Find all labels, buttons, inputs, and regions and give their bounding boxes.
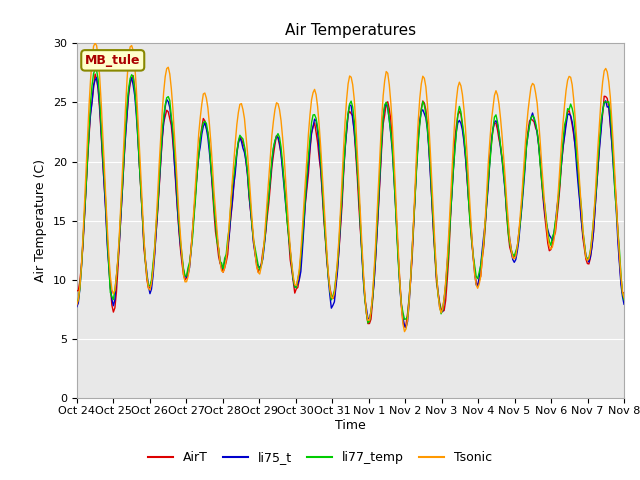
Tsonic (237, 101, 245, 107)
Line: Tsonic: Tsonic (77, 43, 624, 332)
AirT (265, 200, 273, 206)
Legend: AirT, li75_t, li77_temp, Tsonic: AirT, li75_t, li77_temp, Tsonic (143, 446, 497, 469)
li75_t (314, 129, 321, 134)
li75_t (73, 304, 81, 310)
li75_t (620, 301, 628, 307)
Tsonic (92, 40, 99, 46)
li75_t (593, 183, 600, 189)
li77_temp (314, 124, 321, 130)
AirT (73, 288, 81, 294)
Tsonic (401, 329, 408, 335)
li77_temp (73, 300, 81, 306)
Tsonic (593, 168, 600, 174)
Tsonic (314, 104, 321, 109)
li75_t (141, 257, 149, 263)
Text: MB_tule: MB_tule (85, 54, 141, 67)
AirT (256, 265, 264, 271)
Line: li75_t: li75_t (77, 78, 624, 328)
li75_t (128, 75, 136, 81)
AirT (237, 136, 245, 142)
Line: AirT: AirT (77, 74, 624, 327)
AirT (92, 71, 99, 77)
Tsonic (265, 176, 273, 181)
Tsonic (256, 271, 264, 277)
AirT (593, 183, 600, 189)
Line: li77_temp: li77_temp (77, 70, 624, 323)
li75_t (237, 139, 245, 144)
X-axis label: Time: Time (335, 419, 366, 432)
li75_t (256, 265, 264, 271)
AirT (314, 140, 321, 146)
li77_temp (141, 259, 149, 265)
AirT (620, 290, 628, 296)
AirT (141, 259, 149, 265)
li75_t (265, 192, 273, 198)
li77_temp (364, 320, 372, 326)
li77_temp (265, 193, 273, 199)
li75_t (402, 325, 410, 331)
li77_temp (256, 267, 264, 273)
Tsonic (620, 295, 628, 300)
Tsonic (141, 257, 149, 263)
AirT (401, 324, 408, 330)
li77_temp (593, 181, 600, 187)
li77_temp (92, 67, 99, 72)
li77_temp (620, 297, 628, 302)
li77_temp (237, 134, 245, 140)
Title: Air Temperatures: Air Temperatures (285, 23, 416, 38)
Tsonic (73, 302, 81, 308)
Y-axis label: Air Temperature (C): Air Temperature (C) (35, 159, 47, 282)
